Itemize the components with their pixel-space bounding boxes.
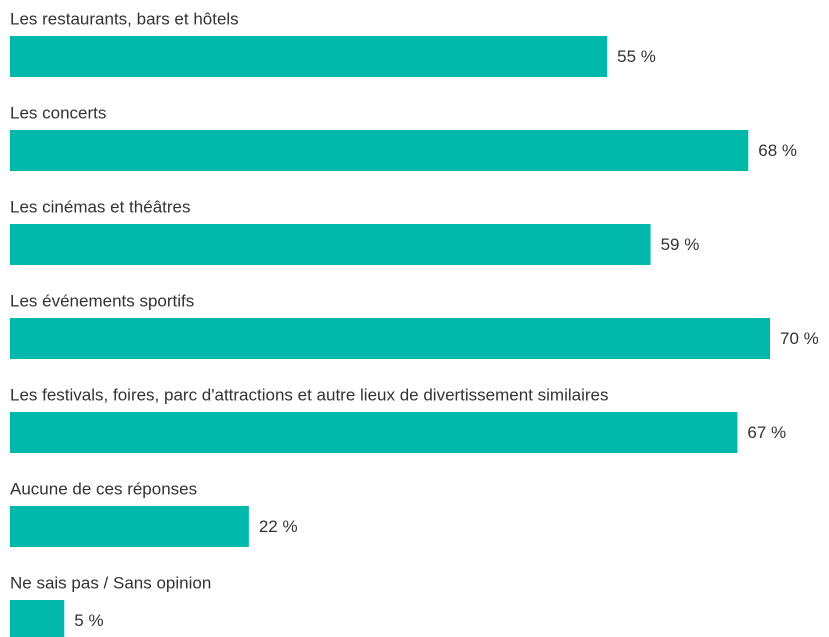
value-label: 22 % (259, 517, 298, 536)
category-label: Les concerts (10, 103, 106, 122)
bar (10, 224, 651, 265)
category-label: Les événements sportifs (10, 291, 194, 310)
value-label: 55 % (617, 47, 656, 66)
value-label: 70 % (780, 329, 819, 348)
bar (10, 600, 65, 637)
value-label: 68 % (758, 141, 797, 160)
category-label: Aucune de ces réponses (10, 479, 197, 498)
category-label: Les festivals, foires, parc d'attraction… (10, 385, 609, 404)
bar (10, 506, 249, 547)
category-label: Ne sais pas / Sans opinion (10, 573, 211, 592)
bar (10, 318, 770, 359)
bar (10, 412, 738, 453)
bar (10, 36, 608, 77)
value-label: 67 % (747, 423, 786, 442)
bar (10, 130, 749, 171)
category-label: Les restaurants, bars et hôtels (10, 9, 239, 28)
category-label: Les cinémas et théâtres (10, 197, 190, 216)
value-label: 5 % (74, 611, 103, 630)
value-label: 59 % (661, 235, 700, 254)
